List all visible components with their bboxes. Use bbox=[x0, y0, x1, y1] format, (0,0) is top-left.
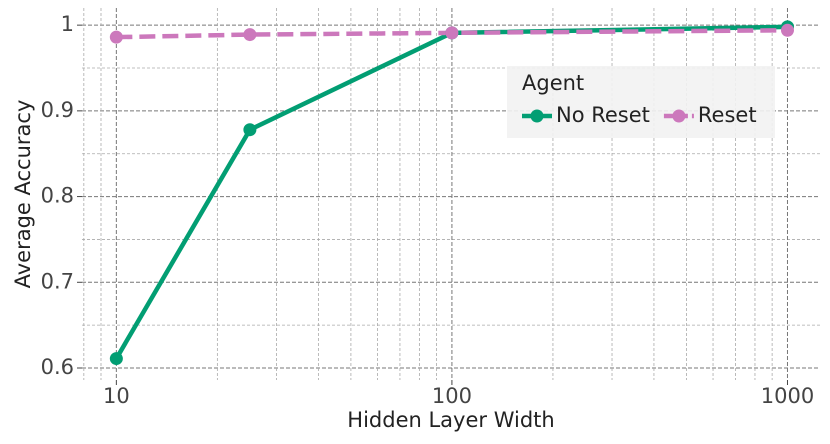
data-point bbox=[780, 23, 794, 37]
y-tick-label: 0.8 bbox=[41, 184, 74, 208]
x-axis-label: Hidden Layer Width bbox=[347, 408, 554, 432]
data-point bbox=[445, 26, 459, 40]
legend-title: Agent bbox=[522, 71, 584, 95]
legend-label: Reset bbox=[698, 103, 757, 127]
data-point bbox=[243, 123, 257, 137]
y-tick-label: 1 bbox=[61, 12, 74, 36]
data-point bbox=[109, 30, 123, 44]
x-tick-label: 1000 bbox=[761, 384, 814, 408]
legend-box bbox=[507, 66, 775, 138]
y-tick-label: 0.7 bbox=[41, 269, 74, 293]
y-axis-label: Average Accuracy bbox=[11, 100, 35, 289]
y-tick-label: 0.6 bbox=[41, 355, 74, 379]
legend-marker bbox=[672, 109, 686, 123]
legend-marker bbox=[530, 109, 544, 123]
legend-label: No Reset bbox=[556, 103, 650, 127]
series-line bbox=[114, 24, 788, 360]
data-point bbox=[243, 28, 257, 42]
data-point bbox=[109, 352, 123, 366]
x-tick-label: 100 bbox=[432, 384, 472, 408]
legend: Agent No Reset Reset bbox=[507, 66, 775, 138]
x-tick-label: 10 bbox=[103, 384, 130, 408]
series-line bbox=[116, 28, 788, 40]
y-tick-label: 0.9 bbox=[41, 98, 74, 122]
